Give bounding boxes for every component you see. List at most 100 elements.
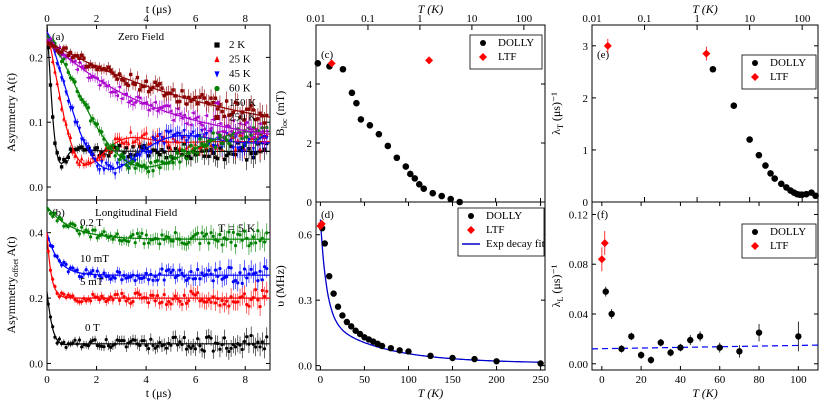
data-point	[171, 239, 175, 243]
data-point	[153, 138, 157, 143]
data-point	[100, 276, 104, 280]
data-point	[146, 150, 151, 155]
x-tick-label-b: 8	[242, 374, 248, 386]
y-tick-label-b: 0.4	[29, 228, 43, 240]
panel-label-a: (a)	[52, 31, 65, 43]
data-point	[91, 268, 95, 273]
data-point	[249, 333, 253, 338]
data-point	[242, 292, 247, 296]
data-point	[62, 57, 66, 61]
data-point	[72, 59, 77, 63]
data-point	[164, 92, 169, 96]
data-point	[174, 107, 180, 111]
data-point	[258, 345, 262, 349]
panel-label-d: (d)	[321, 209, 334, 221]
series-lf-0T: 0 T	[46, 291, 270, 360]
data-point	[146, 301, 151, 305]
data-point	[202, 96, 207, 100]
y-tick-label-a: 0.2	[29, 52, 43, 64]
y-axis-label-c: Bloc (mT)	[273, 91, 289, 136]
data-point	[126, 83, 131, 88]
data-point	[256, 279, 260, 283]
data-point	[219, 129, 224, 134]
data-point	[262, 347, 267, 351]
data-point	[142, 131, 146, 136]
data-point	[254, 345, 258, 349]
data-point	[122, 155, 126, 159]
data-point	[155, 142, 160, 147]
legend-marker	[752, 229, 758, 235]
data-point	[196, 231, 200, 235]
legend-label: LTF	[486, 224, 505, 236]
data-point	[189, 346, 193, 350]
data-point	[238, 115, 242, 119]
data-point	[113, 172, 117, 177]
data-point	[175, 151, 180, 155]
top-x-tick-label-a: 4	[143, 13, 149, 25]
data-point	[730, 102, 738, 109]
legend-marker	[214, 85, 220, 92]
data-point	[73, 153, 77, 158]
data-point	[238, 146, 242, 151]
data-point	[184, 102, 189, 106]
data-point	[149, 150, 153, 155]
data-point	[258, 269, 262, 273]
data-point	[155, 83, 160, 88]
legend-label: 2 K	[229, 39, 245, 51]
data-point	[250, 135, 256, 139]
data-point	[256, 117, 260, 121]
data-point	[183, 121, 189, 126]
data-point	[149, 140, 153, 145]
top-x-tick-label-c: 100	[516, 13, 533, 25]
data-point	[755, 151, 763, 159]
data-point	[314, 60, 322, 67]
data-point	[260, 340, 264, 344]
series-dolly-c	[314, 60, 463, 206]
data-point	[236, 146, 240, 152]
data-point	[245, 158, 249, 162]
data-point	[162, 142, 166, 147]
data-point	[135, 75, 140, 80]
data-point	[75, 147, 79, 152]
data-point	[86, 64, 91, 69]
top-x-tick-label-a: 8	[242, 13, 248, 25]
data-point	[262, 121, 267, 125]
legend-marker	[480, 40, 486, 46]
data-point	[248, 127, 253, 132]
data-point	[211, 100, 215, 105]
data-point	[236, 101, 240, 106]
legend-e: DOLLY LTF	[741, 54, 817, 90]
x-tick-label-b: 6	[193, 374, 199, 386]
data-point	[162, 292, 166, 297]
x-tick-label-f: 80	[754, 374, 766, 386]
data-point	[202, 349, 206, 353]
data-point	[133, 166, 137, 170]
data-point	[326, 272, 333, 280]
data-point	[88, 119, 93, 123]
data-point	[73, 148, 77, 152]
data-point	[71, 266, 75, 270]
data-point	[647, 356, 655, 364]
data-point	[767, 170, 774, 177]
data-point	[188, 123, 193, 127]
data-point	[130, 102, 135, 107]
data-point	[155, 150, 160, 155]
data-point	[95, 67, 99, 72]
y-tick-label-c: 4	[307, 79, 313, 91]
data-point	[449, 354, 456, 362]
data-point	[76, 61, 82, 65]
data-point	[352, 327, 359, 334]
fit-line	[46, 291, 270, 346]
data-point	[154, 109, 160, 113]
data-point	[171, 88, 175, 92]
data-point	[173, 275, 177, 280]
data-point	[240, 294, 244, 299]
data-point	[245, 107, 249, 111]
data-point	[256, 298, 260, 302]
data-point	[193, 277, 198, 281]
legend-marker	[479, 53, 487, 61]
data-point	[242, 267, 247, 271]
data-point	[115, 161, 120, 167]
data-point	[129, 72, 133, 77]
data-point	[64, 345, 68, 350]
